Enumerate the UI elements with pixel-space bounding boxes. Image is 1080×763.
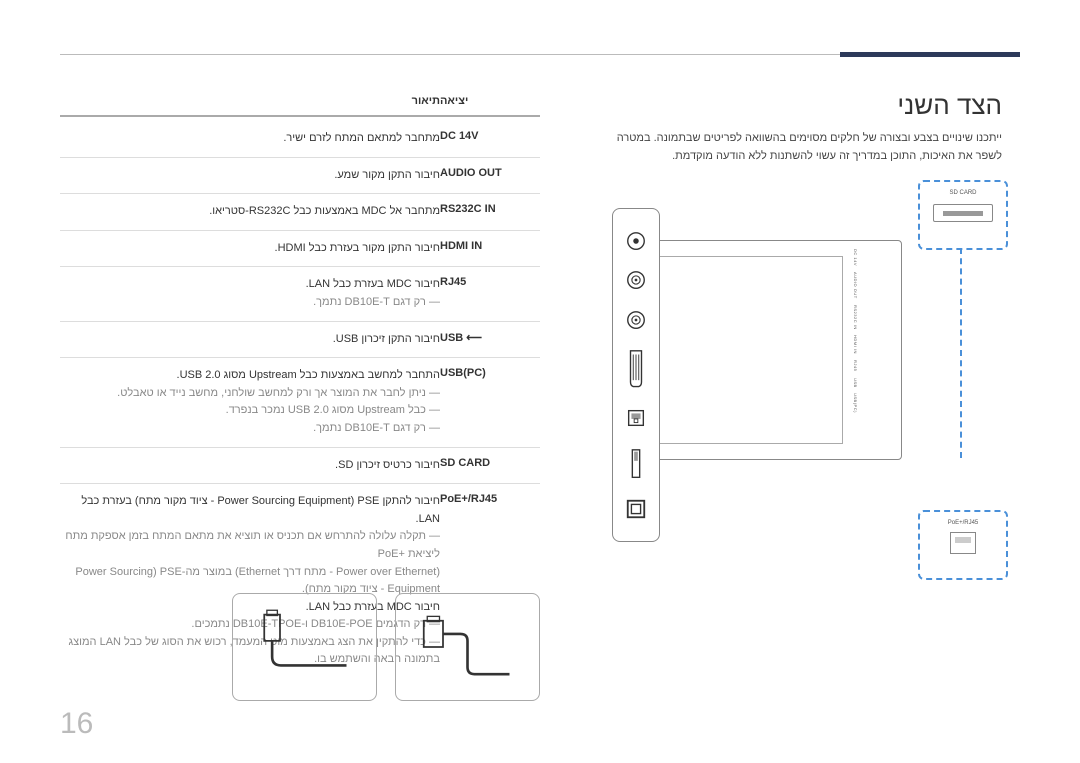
device-screen [638, 256, 843, 444]
port-name: RJ45 [440, 276, 540, 311]
port-desc: חיבור התקן מקור בעזרת כבל HDMI. [60, 240, 440, 258]
ports-table: יציאה תיאור DC 14V מתחבר למתאם המתח לזרם… [60, 95, 540, 678]
cable-figures [230, 593, 540, 703]
rj45-jack-icon [950, 532, 976, 554]
desc-note: — תקלה עלולה להתרחש אם תכניס או תוציא את… [60, 528, 440, 563]
table-row: AUDIO OUT חיבור התקן מקור שמע. [60, 158, 540, 195]
table-header: יציאה תיאור [60, 95, 540, 117]
port-desc: חיבור התקן מקור שמע. [60, 167, 440, 185]
side-port-label: RJ45 [853, 360, 858, 371]
desc-line: חיבור MDC בעזרת כבל LAN. [60, 276, 440, 294]
top-rule [60, 54, 1020, 60]
poe-label: PoE+/RJ45 [928, 520, 998, 526]
port-name: USB(PC) [440, 367, 540, 437]
sd-guide-line [960, 248, 962, 458]
hdmi-port-icon [624, 348, 648, 390]
port-name: SD CARD [440, 457, 540, 475]
side-port-label: AUDIO OUT [853, 272, 858, 299]
desc-note: — כבל Upstream מסוג USB 2.0 נמכר בנפרד. [60, 402, 440, 420]
page: הצד השני ייתכנו שינויים בצבע ובצורה של ח… [0, 0, 1080, 763]
side-port-label: DC 14V [853, 249, 858, 266]
th-desc: תיאור [60, 95, 440, 107]
table-row: USB ⟵ חיבור התקן זיכרון USB. [60, 322, 540, 359]
side-port-label: USB(PC) [853, 393, 858, 413]
page-number: 16 [60, 707, 93, 741]
table-row: RJ45 חיבור MDC בעזרת כבל LAN. — רק דגם D… [60, 267, 540, 321]
desc-line: חיבור להתקן PSE (Power Sourcing Equipmen… [60, 493, 440, 528]
intro-text: ייתכנו שינויים בצבע ובצורה של חלקים מסוי… [592, 130, 1002, 165]
side-port-label: USB [853, 378, 858, 388]
usb-port-icon [624, 447, 648, 481]
dc-jack-icon [624, 230, 648, 252]
table-row: RS232C IN מתחבר אל MDC באמצעות כבל RS232… [60, 194, 540, 231]
port-desc: מתחבר למתאם המתח לזרם ישיר. [60, 130, 440, 148]
sd-label: SD CARD [928, 190, 998, 196]
audio-jack-icon [624, 269, 648, 291]
port-name: HDMI IN [440, 240, 540, 258]
port-desc: מתחבר אל MDC באמצעות כבל RS232C-סטריאו. [60, 203, 440, 221]
side-port-label: RS232C IN [853, 305, 858, 330]
port-desc: חיבור כרטיס זיכרון SD. [60, 457, 440, 475]
port-name: USB ⟵ [440, 331, 540, 349]
desc-note: — רק דגם DB10E-T נתמך. [60, 420, 440, 438]
table-row: SD CARD חיבור כרטיס זיכרון SD. [60, 448, 540, 485]
cable-straight-icon [232, 593, 377, 701]
intro-line: לשפר את האיכות, התוכן במדריך זה עשוי להש… [592, 148, 1002, 166]
desc-line: התחבר למחשב באמצעות כבל Upstream מסוג US… [60, 367, 440, 385]
table-row: HDMI IN חיבור התקן מקור בעזרת כבל HDMI. [60, 231, 540, 268]
usbpc-port-icon [624, 498, 648, 520]
table-row: DC 14V מתחבר למתאם המתח לזרם ישיר. [60, 121, 540, 158]
side-port-label: HDMI IN [853, 335, 858, 354]
device-body: DC 14V AUDIO OUT RS232C IN HDMI IN RJ45 … [622, 240, 902, 460]
sd-slot-icon [933, 204, 993, 222]
rj45-port-icon [624, 407, 648, 429]
rs232c-jack-icon [624, 309, 648, 331]
port-desc: חיבור MDC בעזרת כבל LAN. — רק דגם DB10E-… [60, 276, 440, 311]
port-desc: התחבר למחשב באמצעות כבל Upstream מסוג US… [60, 367, 440, 437]
port-name: AUDIO OUT [440, 167, 540, 185]
poe-callout: PoE+/RJ45 [918, 510, 1008, 580]
desc-note: — ניתן לחבר את המוצר אך ורק למחשב שולחני… [60, 385, 440, 403]
cable-right-angle-icon [395, 593, 540, 701]
page-title: הצד השני [897, 90, 1002, 121]
port-name: DC 14V [440, 130, 540, 148]
port-name: RS232C IN [440, 203, 540, 221]
device-side-ports: DC 14V AUDIO OUT RS232C IN HDMI IN RJ45 … [847, 249, 864, 451]
desc-note: — רק דגם DB10E-T נתמך. [60, 294, 440, 312]
table-row: USB(PC) התחבר למחשב באמצעות כבל Upstream… [60, 358, 540, 447]
external-port-strip [612, 208, 660, 542]
sd-callout: SD CARD [918, 180, 1008, 250]
th-port: יציאה [440, 95, 540, 107]
port-desc: חיבור התקן זיכרון USB. [60, 331, 440, 349]
intro-line: ייתכנו שינויים בצבע ובצורה של חלקים מסוי… [592, 130, 1002, 148]
